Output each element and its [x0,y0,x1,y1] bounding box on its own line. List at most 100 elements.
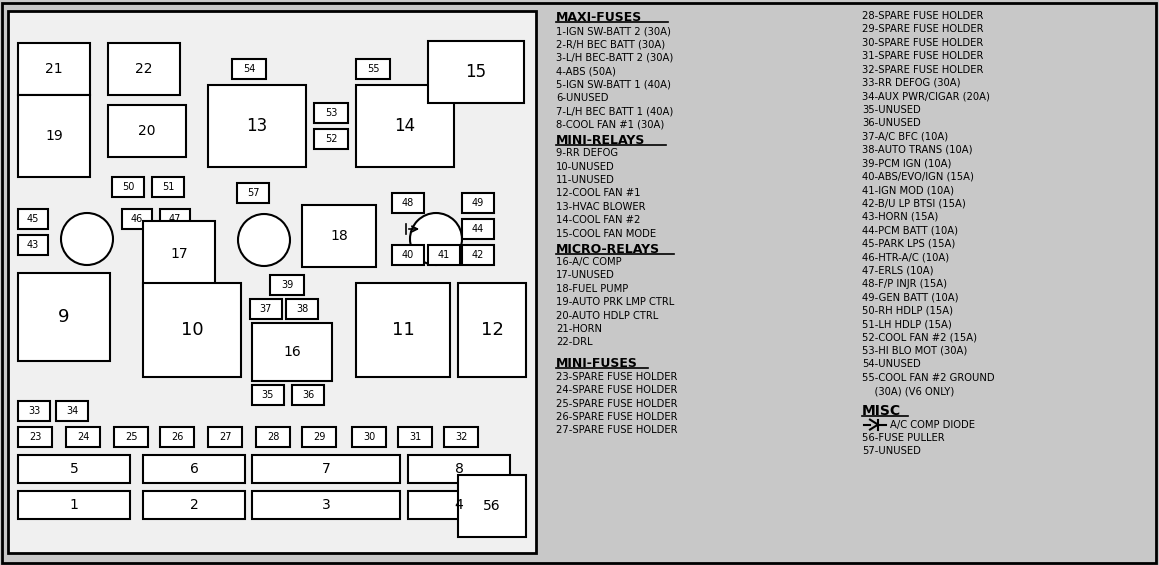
Bar [392,193,424,213]
Text: 34: 34 [66,406,78,416]
Text: 57: 57 [247,188,260,198]
Text: 13: 13 [247,117,268,135]
Bar [160,209,190,229]
Text: 37-A/C BFC (10A): 37-A/C BFC (10A) [862,132,948,142]
Text: 45: 45 [27,214,39,224]
Text: 36-UNUSED: 36-UNUSED [862,118,920,128]
Text: 53: 53 [325,108,337,118]
Text: 36: 36 [301,390,314,400]
Text: 34-AUX PWR/CIGAR (20A): 34-AUX PWR/CIGAR (20A) [862,92,990,101]
Text: 2-R/H BEC BATT (30A): 2-R/H BEC BATT (30A) [556,40,665,49]
Text: 49-GEN BATT (10A): 49-GEN BATT (10A) [862,293,958,302]
Bar [19,401,50,421]
Bar [356,59,389,79]
Text: 51: 51 [162,182,174,192]
Text: 16-A/C COMP: 16-A/C COMP [556,257,621,267]
Text: 12-COOL FAN #1: 12-COOL FAN #1 [556,188,641,198]
Text: 26-SPARE FUSE HOLDER: 26-SPARE FUSE HOLDER [556,412,678,422]
Text: 14-COOL FAN #2: 14-COOL FAN #2 [556,215,641,225]
Text: 41: 41 [438,250,450,260]
Bar [19,235,48,255]
Bar [19,427,52,447]
Text: 7-L/H BEC BATT 1 (40A): 7-L/H BEC BATT 1 (40A) [556,106,673,116]
Bar [160,427,194,447]
Text: 3-L/H BEC-BATT 2 (30A): 3-L/H BEC-BATT 2 (30A) [556,53,673,63]
Bar [66,427,100,447]
Circle shape [61,213,112,265]
Text: 28: 28 [267,432,279,442]
Text: 2: 2 [190,498,198,512]
Bar [114,427,148,447]
Bar [19,209,48,229]
Text: 54-UNUSED: 54-UNUSED [862,359,920,370]
Text: 6: 6 [190,462,198,476]
Text: 44-PCM BATT (10A): 44-PCM BATT (10A) [862,225,958,236]
Text: 1: 1 [70,498,79,512]
Text: 23-SPARE FUSE HOLDER: 23-SPARE FUSE HOLDER [556,372,677,382]
Text: 32-SPARE FUSE HOLDER: 32-SPARE FUSE HOLDER [862,64,983,75]
Text: 8: 8 [454,462,464,476]
Text: 24-SPARE FUSE HOLDER: 24-SPARE FUSE HOLDER [556,385,677,395]
Text: 35: 35 [262,390,275,400]
Text: 14: 14 [394,117,416,135]
Bar [236,183,269,203]
Text: 50: 50 [122,182,134,192]
Bar [108,43,180,95]
Text: 20: 20 [138,124,155,138]
Text: 57-UNUSED: 57-UNUSED [862,446,921,457]
Text: 39: 39 [280,280,293,290]
Text: 56: 56 [483,499,501,513]
Text: 21-HORN: 21-HORN [556,324,602,334]
Text: 21: 21 [45,62,63,76]
Text: MINI-RELAYS: MINI-RELAYS [556,134,646,147]
Text: 7: 7 [322,462,330,476]
Bar [462,193,494,213]
Bar [458,475,526,537]
Bar [458,283,526,377]
Text: 9: 9 [58,308,70,326]
Text: 4-ABS (50A): 4-ABS (50A) [556,66,615,76]
Text: 28-SPARE FUSE HOLDER: 28-SPARE FUSE HOLDER [862,11,983,21]
Bar [252,455,400,483]
Text: 19: 19 [45,129,63,143]
Text: 5-IGN SW-BATT 1 (40A): 5-IGN SW-BATT 1 (40A) [556,80,671,90]
Text: 18-FUEL PUMP: 18-FUEL PUMP [556,284,628,294]
Bar [356,85,454,167]
Bar [207,85,306,167]
Bar [408,455,510,483]
Bar [143,455,245,483]
Text: 40: 40 [402,250,414,260]
Bar [250,299,282,319]
Text: 52-COOL FAN #2 (15A): 52-COOL FAN #2 (15A) [862,333,977,342]
Bar [232,59,267,79]
Text: MICRO-RELAYS: MICRO-RELAYS [556,243,661,256]
Text: 55-COOL FAN #2 GROUND: 55-COOL FAN #2 GROUND [862,373,994,383]
Text: 27: 27 [219,432,232,442]
Text: 19-AUTO PRK LMP CTRL: 19-AUTO PRK LMP CTRL [556,297,675,307]
Text: 32: 32 [454,432,467,442]
Text: MINI-FUSES: MINI-FUSES [556,357,637,370]
Bar [143,283,241,377]
Text: 4: 4 [454,498,464,512]
Text: 22: 22 [136,62,153,76]
Text: 43-HORN (15A): 43-HORN (15A) [862,212,939,222]
Text: 29-SPARE FUSE HOLDER: 29-SPARE FUSE HOLDER [862,24,984,34]
Bar [392,245,424,265]
Bar [428,41,524,103]
Bar [462,219,494,239]
Bar [462,245,494,265]
Text: 15-COOL FAN MODE: 15-COOL FAN MODE [556,229,656,238]
Text: 6-UNUSED: 6-UNUSED [556,93,608,103]
Text: 47: 47 [169,214,181,224]
Bar [314,129,348,149]
Text: 16: 16 [283,345,301,359]
Bar [286,299,318,319]
Text: 54: 54 [243,64,255,74]
Text: 24: 24 [76,432,89,442]
Text: 31: 31 [409,432,421,442]
Text: 38-AUTO TRANS (10A): 38-AUTO TRANS (10A) [862,145,972,155]
Bar [270,275,304,295]
Text: 10: 10 [181,321,203,339]
Text: 52: 52 [325,134,337,144]
Bar [19,43,90,95]
